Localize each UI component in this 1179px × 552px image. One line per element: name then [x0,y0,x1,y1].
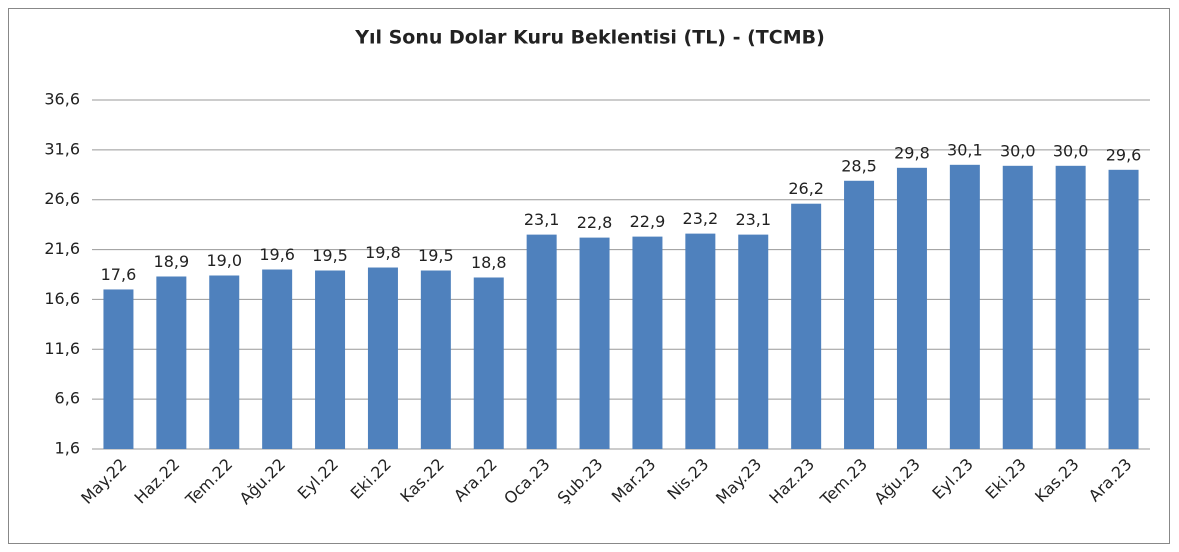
data-label: 22,9 [630,212,666,231]
y-tick-label: 31,6 [44,139,80,158]
chart-title: Yıl Sonu Dolar Kuru Beklentisi (TL) - (T… [354,27,825,49]
bar [632,236,663,449]
bar [526,234,557,449]
data-label: 19,8 [365,243,401,262]
bar [685,233,716,449]
bar [949,164,980,450]
data-label: 17,6 [101,265,137,284]
bar [1002,165,1033,449]
y-tick-label: 26,6 [44,189,80,208]
data-label: 19,6 [259,245,295,264]
bar [209,275,240,449]
y-tick-label: 1,6 [55,439,80,458]
bar [420,270,451,449]
data-label: 23,1 [735,210,771,229]
data-label: 18,8 [471,253,507,272]
bar [1055,165,1086,449]
data-label: 30,0 [1053,141,1089,160]
bar [473,277,504,449]
data-label: 29,6 [1106,145,1142,164]
bar [262,269,293,449]
data-label: 23,1 [524,210,560,229]
bar [579,237,610,449]
data-label: 22,8 [577,213,613,232]
y-tick-label: 21,6 [44,239,80,258]
data-label: 30,0 [1000,141,1036,160]
bar [738,234,769,449]
bar [156,276,187,449]
bar [103,289,134,449]
y-tick-label: 6,6 [55,389,80,408]
data-label: 19,5 [418,246,454,265]
y-tick-label: 11,6 [44,339,80,358]
data-label: 26,2 [788,179,824,198]
data-label: 30,1 [947,140,983,159]
bar [1108,169,1139,450]
y-tick-label: 16,6 [44,289,80,308]
data-label: 23,2 [683,209,719,228]
bar [315,270,346,449]
bar [844,180,875,450]
y-tick-label: 36,6 [44,90,80,109]
data-label: 19,0 [206,251,242,270]
bar [896,167,927,449]
data-label: 19,5 [312,246,348,265]
data-label: 18,9 [154,252,190,271]
bar [367,267,398,449]
data-label: 28,5 [841,156,877,175]
data-label: 29,8 [894,143,930,162]
bar [791,203,822,449]
